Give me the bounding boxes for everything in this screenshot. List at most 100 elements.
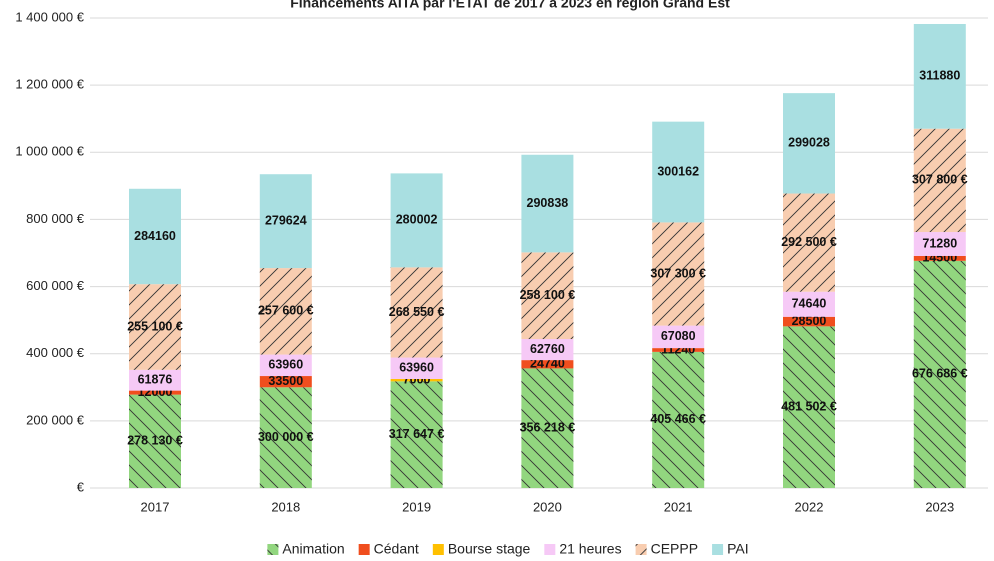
- data-label: 255 100 €: [127, 319, 183, 333]
- bar-segment: [783, 93, 835, 194]
- data-label: 63960: [268, 358, 303, 372]
- y-tick-label: 600 000 €: [26, 278, 85, 293]
- legend-item: PAI: [712, 541, 749, 557]
- legend-item: Bourse stage: [432, 541, 531, 557]
- bar-segment: [129, 390, 181, 395]
- data-label: 307 800 €: [912, 173, 968, 187]
- y-tick-label: 400 000 €: [26, 345, 85, 360]
- bar-hatch: [913, 260, 966, 488]
- bar-hatch: [390, 381, 443, 488]
- bar-segment: [390, 173, 443, 268]
- y-tick-label: 1 400 000 €: [15, 9, 84, 24]
- bar-hatch: [652, 351, 705, 488]
- chart-title: Financements AITA par l'ETAT de 2017 à 2…: [290, 0, 730, 11]
- x-tick-label: 2018: [271, 499, 300, 514]
- data-label: 268 550 €: [389, 305, 445, 319]
- data-label: 481 502 €: [781, 399, 837, 413]
- data-label: 71280: [922, 236, 957, 250]
- data-label: 405 466 €: [650, 412, 706, 426]
- bar-segment: [259, 354, 312, 377]
- legend-swatch-hatch: [267, 544, 279, 555]
- bar-segment: [652, 348, 705, 352]
- data-label: 33500: [268, 374, 303, 388]
- legend-item: Animation: [267, 541, 345, 557]
- bar-segment: [521, 360, 574, 369]
- data-label: 28500: [792, 314, 827, 328]
- data-label: 307 300 €: [650, 266, 706, 280]
- y-tick-label: 1 200 000 €: [15, 77, 84, 92]
- bar-segment: [783, 316, 835, 327]
- legend-swatch: [544, 544, 556, 555]
- legend-label: CEPPP: [651, 541, 698, 557]
- bar-segment: [390, 357, 443, 380]
- y-tick-label: €: [77, 479, 85, 494]
- data-label: 257 600 €: [258, 304, 314, 318]
- data-label: 300162: [657, 164, 699, 178]
- bar-hatch: [913, 128, 966, 233]
- legend-label: Cédant: [374, 541, 419, 557]
- legend-swatch: [712, 544, 724, 555]
- bar-hatch: [783, 326, 835, 488]
- legend-label: Bourse stage: [448, 541, 531, 557]
- bar-segment: [259, 174, 312, 269]
- data-label: 311880: [919, 69, 960, 83]
- bar-hatch: [521, 252, 574, 340]
- bar-hatch: [521, 368, 574, 488]
- legend-swatch: [432, 544, 444, 555]
- data-label: 279624: [265, 213, 307, 227]
- data-label: 258 100 €: [520, 288, 576, 302]
- x-tick-label: 2023: [925, 499, 954, 514]
- bar-hatch: [129, 394, 181, 488]
- data-label: 62760: [530, 342, 565, 356]
- data-label: 67080: [661, 329, 696, 343]
- bar-hatch: [652, 222, 705, 326]
- data-label: 300 000 €: [258, 430, 314, 444]
- legend-label: PAI: [727, 541, 749, 557]
- bar-segment: [521, 154, 574, 253]
- data-label: 278 130 €: [127, 434, 183, 448]
- data-label: 676 686 €: [912, 367, 968, 381]
- bar-segment: [913, 255, 966, 261]
- data-label: 284160: [134, 229, 176, 243]
- legend-item: 21 heures: [544, 541, 622, 557]
- y-tick-label: 1 000 000 €: [15, 144, 84, 159]
- legend-label: 21 heures: [559, 541, 621, 557]
- bar-segment: [259, 376, 312, 388]
- y-tick-label: 200 000 €: [26, 412, 85, 427]
- y-tick-label: 800 000 €: [26, 211, 85, 226]
- legend-item: Cédant: [358, 541, 419, 557]
- x-tick-label: 2021: [664, 499, 693, 514]
- data-label: 74640: [792, 297, 827, 311]
- legend: Animation Cédant Bourse stage 21 heures CEPP…: [267, 541, 749, 557]
- data-label: 280002: [396, 213, 438, 227]
- x-tick-label: 2022: [795, 499, 824, 514]
- bar-segment: [652, 121, 705, 223]
- bar-segment: [652, 325, 705, 349]
- x-tick-label: 2017: [141, 499, 170, 514]
- legend-swatch: [358, 544, 370, 555]
- bar-segment: [913, 23, 966, 129]
- bar-segment: [521, 339, 574, 361]
- bar-hatch: [390, 267, 443, 358]
- data-label: 290838: [527, 196, 569, 210]
- bar-hatch: [259, 268, 312, 355]
- x-tick-label: 2019: [402, 499, 431, 514]
- data-label: 61876: [138, 373, 173, 387]
- data-label: 63960: [399, 361, 434, 375]
- bar-segment: [390, 379, 443, 382]
- x-tick-label: 2020: [533, 499, 562, 514]
- data-label: 317 647 €: [389, 427, 445, 441]
- legend-item: CEPPP: [635, 541, 698, 557]
- data-label: 292 500 €: [781, 235, 837, 249]
- legend-label: Animation: [282, 541, 344, 557]
- data-label: 299028: [788, 136, 830, 150]
- legend-swatch-hatch: [635, 544, 647, 555]
- bar-hatch: [129, 284, 181, 370]
- bar-segment: [129, 188, 181, 285]
- bar-segment: [783, 291, 835, 317]
- bar-segment: [913, 232, 966, 256]
- bar-segment: [129, 369, 181, 391]
- data-label: 356 218 €: [520, 421, 576, 435]
- bar-hatch: [783, 193, 835, 292]
